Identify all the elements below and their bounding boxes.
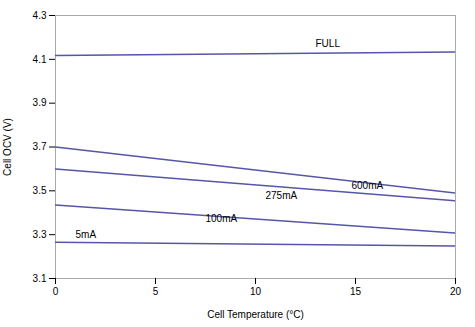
svg-text:3.5: 3.5 xyxy=(33,185,47,196)
svg-text:4.3: 4.3 xyxy=(33,10,47,21)
svg-text:275mA: 275mA xyxy=(266,190,298,201)
svg-text:15: 15 xyxy=(350,286,362,297)
svg-text:3.7: 3.7 xyxy=(33,141,47,152)
svg-text:0: 0 xyxy=(53,286,59,297)
svg-text:FULL: FULL xyxy=(316,38,341,49)
svg-text:3.1: 3.1 xyxy=(33,273,47,284)
svg-text:Cell Temperature (°C): Cell Temperature (°C) xyxy=(207,309,304,320)
svg-text:Cell OCV (V): Cell OCV (V) xyxy=(2,118,13,176)
svg-text:10: 10 xyxy=(250,286,262,297)
svg-text:5: 5 xyxy=(153,286,159,297)
svg-text:600mA: 600mA xyxy=(352,180,384,191)
svg-text:100mA: 100mA xyxy=(206,213,238,224)
svg-text:5mA: 5mA xyxy=(76,229,97,240)
svg-text:4.1: 4.1 xyxy=(33,54,47,65)
svg-text:3.9: 3.9 xyxy=(33,97,47,108)
svg-text:20: 20 xyxy=(450,286,462,297)
svg-text:3.3: 3.3 xyxy=(33,229,47,240)
